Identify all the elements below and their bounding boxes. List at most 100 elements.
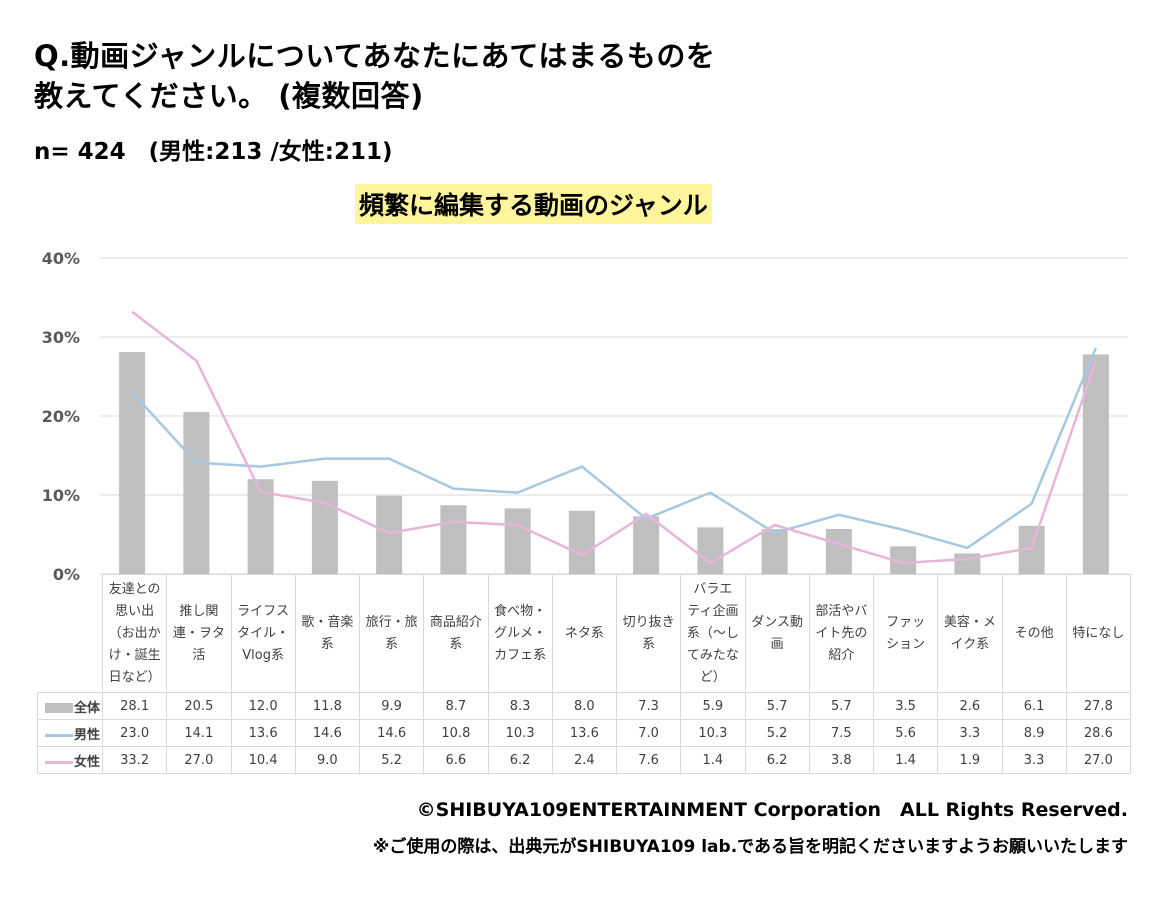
category-label: 歌・音楽 系 bbox=[294, 574, 361, 693]
data-label: 14.6 bbox=[294, 719, 361, 747]
data-label: 1.9 bbox=[937, 746, 1003, 774]
category-label: その他 bbox=[1001, 574, 1067, 693]
data-label: 27.0 bbox=[1065, 746, 1132, 774]
data-label: 5.2 bbox=[358, 746, 425, 774]
data-label: 8.7 bbox=[423, 692, 489, 720]
legend-1: 男性 bbox=[37, 719, 103, 747]
data-label: 6.1 bbox=[1001, 692, 1067, 720]
legend-2: 女性 bbox=[37, 746, 103, 774]
bar bbox=[311, 480, 338, 574]
category-label: ネタ系 bbox=[551, 574, 618, 693]
data-label: 5.7 bbox=[808, 692, 875, 720]
data-label: 3.5 bbox=[872, 692, 939, 720]
data-label: 7.5 bbox=[808, 719, 875, 747]
line-female bbox=[131, 310, 1098, 565]
data-label: 8.3 bbox=[487, 692, 553, 720]
y-tick-label: 20% bbox=[42, 407, 80, 426]
data-label: 5.2 bbox=[744, 719, 810, 747]
data-label: 1.4 bbox=[680, 746, 746, 774]
data-label: 8.0 bbox=[551, 692, 618, 720]
legend-label: 女性 bbox=[73, 754, 100, 770]
legend-label: 全体 bbox=[73, 700, 100, 716]
chart-subtitle: 頻繁に編集する動画のジャンル bbox=[355, 184, 712, 224]
data-label: 27.0 bbox=[166, 746, 232, 774]
data-label: 23.0 bbox=[101, 719, 168, 747]
bar bbox=[504, 508, 531, 574]
data-table: 友達との 思い出 （お出か け・誕生 日など） 推し関 連・ヲタ 活ライフス タイ… bbox=[37, 574, 1132, 774]
category-label: 推し関 連・ヲタ 活 bbox=[166, 574, 232, 693]
table-corner bbox=[38, 575, 103, 693]
data-label: 13.6 bbox=[551, 719, 618, 747]
copyright: ©SHIBUYA109ENTERTAINMENT Corporation ALL… bbox=[416, 799, 1128, 821]
data-label: 2.6 bbox=[937, 692, 1003, 720]
bar bbox=[568, 510, 595, 574]
data-label: 10.4 bbox=[230, 746, 296, 774]
bar bbox=[119, 352, 146, 574]
data-label: 10.8 bbox=[423, 719, 489, 747]
category-label: 食べ物・ グルメ・ カフェ系 bbox=[487, 574, 553, 693]
data-label: 3.3 bbox=[937, 719, 1003, 747]
table-row: 全体 28.1 20.5 12.0 11.8 9.9 8.7 8.3 8.0 7.3 5.9 5.7 5… bbox=[37, 692, 1132, 720]
category-label: バラエ ティ企画 系（〜し てみたな ど） bbox=[680, 574, 746, 693]
data-label: 3.3 bbox=[1001, 746, 1067, 774]
bar bbox=[697, 527, 724, 574]
category-label: 商品紹介 系 bbox=[423, 574, 489, 693]
category-label: 部活やバ イト先の 紹介 bbox=[808, 574, 875, 693]
category-label: 切り抜き 系 bbox=[615, 574, 682, 693]
data-label: 5.9 bbox=[680, 692, 746, 720]
data-label: 9.0 bbox=[294, 746, 361, 774]
data-label: 6.6 bbox=[423, 746, 489, 774]
data-label: 2.4 bbox=[551, 746, 618, 774]
legend-label: 男性 bbox=[73, 727, 100, 743]
data-label: 6.2 bbox=[487, 746, 553, 774]
bar bbox=[633, 516, 660, 574]
data-label: 28.1 bbox=[101, 692, 168, 720]
table-row: 女性 33.2 27.0 10.4 9.0 5.2 6.6 6.2 2.4 7.6 1.4 6.2 3.… bbox=[37, 746, 1132, 774]
category-label: 旅行・旅 系 bbox=[358, 574, 425, 693]
category-label: ファッ ション bbox=[872, 574, 939, 693]
data-label: 13.6 bbox=[230, 719, 296, 747]
bar bbox=[183, 412, 210, 574]
data-label: 10.3 bbox=[680, 719, 746, 747]
bar bbox=[247, 479, 274, 574]
data-label: 6.2 bbox=[744, 746, 810, 774]
usage-note: ※ご使用の際は、出典元がSHIBUYA109 lab.である旨を明記くださいます… bbox=[372, 837, 1128, 857]
category-label: 友達との 思い出 （お出か け・誕生 日など） bbox=[101, 574, 168, 693]
data-label: 14.6 bbox=[358, 719, 425, 747]
data-label: 9.9 bbox=[358, 692, 425, 720]
y-tick-label: 10% bbox=[42, 486, 80, 505]
data-label: 5.6 bbox=[872, 719, 939, 747]
question-title: Q.動画ジャンルについてあなたにあてはまるものを 教えてください。 (複数回答) bbox=[34, 39, 716, 113]
data-label: 12.0 bbox=[230, 692, 296, 720]
data-label: 7.3 bbox=[615, 692, 682, 720]
legend-0: 全体 bbox=[37, 692, 103, 720]
bar bbox=[761, 528, 788, 574]
chart-plot: 0% 10% 20% 30% 40% bbox=[42, 249, 1128, 584]
data-label: 7.6 bbox=[615, 746, 682, 774]
bar bbox=[1082, 354, 1109, 574]
data-label: 10.3 bbox=[487, 719, 553, 747]
bar bbox=[825, 528, 852, 574]
y-tick-label: 30% bbox=[42, 328, 80, 347]
data-label: 11.8 bbox=[294, 692, 361, 720]
data-label: 33.2 bbox=[101, 746, 168, 774]
data-label: 8.9 bbox=[1001, 719, 1067, 747]
data-label: 20.5 bbox=[166, 692, 232, 720]
category-label: ライフス タイル・ Vlog系 bbox=[230, 574, 296, 693]
legend-swatch bbox=[44, 703, 73, 713]
y-tick-label: 0% bbox=[53, 565, 80, 584]
data-label: 1.4 bbox=[872, 746, 939, 774]
table-row: 男性 23.0 14.1 13.6 14.6 14.6 10.8 10.3 13.6 7.0 10.… bbox=[37, 719, 1132, 747]
data-label: 3.8 bbox=[808, 746, 875, 774]
category-label: 美容・メ イク系 bbox=[937, 574, 1003, 693]
y-tick-label: 40% bbox=[42, 249, 80, 268]
category-label: ダンス動 画 bbox=[744, 574, 810, 693]
data-label: 14.1 bbox=[166, 719, 232, 747]
bar bbox=[376, 495, 403, 574]
line-male bbox=[131, 347, 1098, 550]
bar bbox=[440, 505, 467, 574]
data-label: 28.6 bbox=[1065, 719, 1132, 747]
data-label: 27.8 bbox=[1065, 692, 1132, 720]
category-label: 特になし bbox=[1065, 574, 1132, 693]
